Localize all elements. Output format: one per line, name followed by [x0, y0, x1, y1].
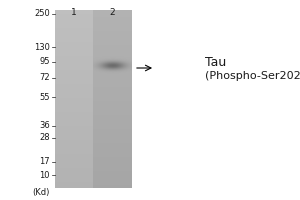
- Text: 250: 250: [34, 9, 50, 19]
- Text: 10: 10: [40, 170, 50, 180]
- Text: (Phospho-Ser202): (Phospho-Ser202): [205, 71, 300, 81]
- Text: 72: 72: [39, 73, 50, 82]
- Text: Tau: Tau: [205, 55, 226, 68]
- Text: 17: 17: [39, 158, 50, 166]
- Text: 2: 2: [109, 8, 115, 17]
- Text: 36: 36: [39, 121, 50, 130]
- Text: 28: 28: [39, 134, 50, 142]
- Text: 95: 95: [40, 58, 50, 66]
- Text: (Kd): (Kd): [33, 188, 50, 196]
- Text: 1: 1: [71, 8, 77, 17]
- Text: 130: 130: [34, 43, 50, 51]
- Text: 55: 55: [40, 92, 50, 102]
